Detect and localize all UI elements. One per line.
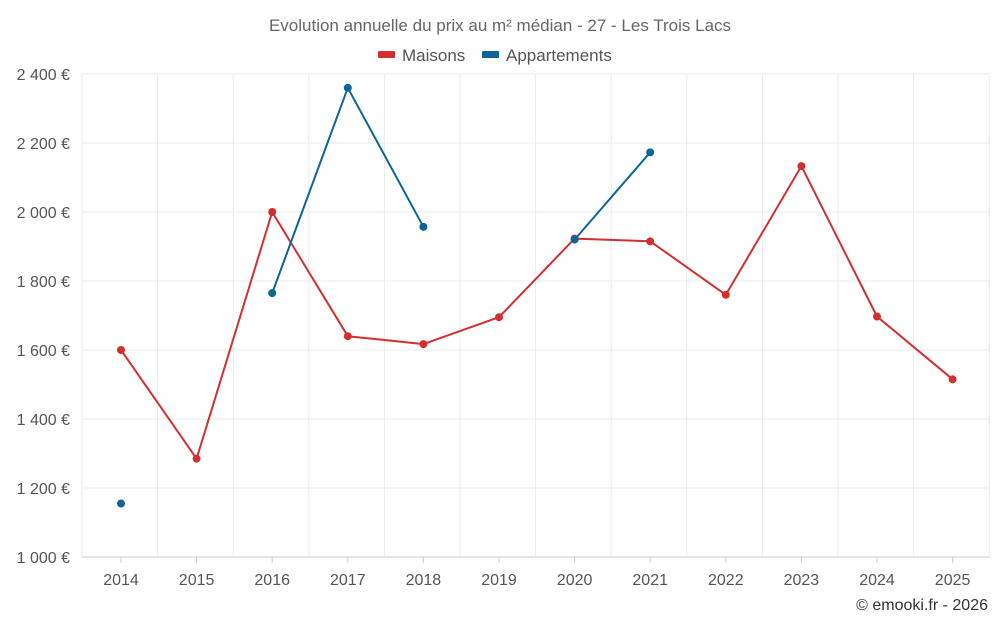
x-tick-label: 2015 [179,572,215,589]
y-tick-label: 1 600 € [17,343,70,360]
data-point-maisons[interactable] [646,237,655,246]
series-layer [117,83,957,508]
x-tick-label: 2022 [708,572,744,589]
x-tick-label: 2019 [481,572,517,589]
x-tick-label: 2017 [330,572,366,589]
series-maisons [117,162,957,463]
x-tick-label: 2014 [103,572,139,589]
data-point-maisons[interactable] [343,332,352,341]
credit: © emooki.fr - 2026 [856,597,988,614]
data-point-maisons[interactable] [948,375,957,384]
legend[interactable]: Maisons Appartements [378,46,612,65]
x-tick-label: 2021 [632,572,668,589]
legend-item-appartements[interactable]: Appartements [482,46,612,65]
x-tick-label: 2016 [254,572,290,589]
legend-swatch-appartements [482,51,499,58]
x-tick-label: 2020 [557,572,593,589]
x-axis-ticks: 2014 2015 2016 2017 2018 2019 2020 2021 2022 2023… [103,557,970,589]
y-tick-label: 1 000 € [17,550,70,567]
data-point-appartements[interactable] [419,222,428,231]
x-tick-label: 2023 [784,572,820,589]
series-line-maisons [120,165,954,460]
y-tick-label: 1 200 € [17,481,70,498]
data-point-maisons[interactable] [268,208,277,216]
data-point-maisons[interactable] [797,162,806,171]
legend-item-maisons[interactable]: Maisons [378,46,465,65]
series-appartements [117,83,655,508]
data-point-appartements[interactable] [646,148,655,157]
chart-title: Evolution annuelle du prix au m² médian … [269,16,731,35]
data-point-maisons[interactable] [495,313,503,322]
y-tick-label: 1 800 € [17,274,70,291]
data-point-appartements[interactable] [268,289,277,298]
x-tick-label: 2025 [935,572,971,589]
legend-swatch-maisons [378,51,395,58]
y-tick-label: 2 000 € [17,205,70,222]
data-point-appartements[interactable] [570,235,579,244]
data-point-maisons[interactable] [419,340,428,349]
legend-label-maisons: Maisons [402,46,465,65]
data-point-maisons[interactable] [721,290,730,299]
gridlines [81,73,990,558]
x-tick-label: 2024 [859,572,895,589]
series-line-appartements [271,86,425,294]
y-tick-label: 2 400 € [17,67,70,84]
data-point-appartements[interactable] [343,83,352,92]
x-tick-label: 2018 [406,572,442,589]
y-tick-label: 1 400 € [17,412,70,429]
data-point-maisons[interactable] [117,346,125,354]
data-point-maisons[interactable] [192,454,201,463]
series-line-appartements [573,151,651,241]
y-axis-ticks: 1 000 € 1 200 € 1 400 € 1 600 € 1 800 € 2 000… [17,67,70,567]
data-point-appartements[interactable] [117,499,125,508]
data-point-maisons[interactable] [873,312,881,321]
legend-label-appartements: Appartements [506,46,612,65]
y-tick-label: 2 200 € [17,136,70,153]
